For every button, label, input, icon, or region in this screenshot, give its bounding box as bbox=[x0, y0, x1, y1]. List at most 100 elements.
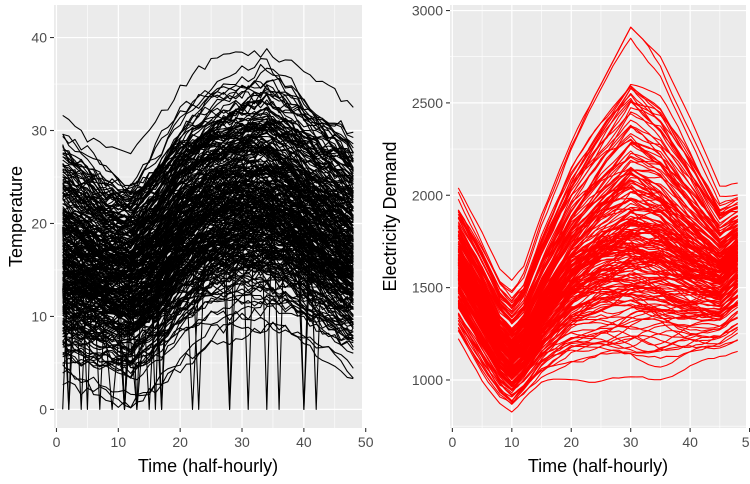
electricity-y-axis-title: Electricity Demand bbox=[380, 141, 400, 291]
temperature-series-line bbox=[62, 140, 354, 240]
demand-series-line bbox=[457, 111, 738, 313]
demand-series-line bbox=[457, 276, 739, 369]
demand-series-line bbox=[457, 225, 739, 357]
x-tick-label: 30 bbox=[234, 434, 250, 450]
temperature-series-line bbox=[62, 172, 354, 241]
demand-series-line bbox=[457, 273, 739, 376]
demand-series-line bbox=[457, 37, 738, 294]
demand-series-line bbox=[457, 229, 739, 351]
temperature-series-line bbox=[62, 278, 354, 378]
temperature-ticks: 0 10 20 30 40 50 0 10 20 30 40 bbox=[31, 30, 373, 450]
demand-series-line bbox=[457, 99, 738, 302]
demand-series-line bbox=[457, 256, 739, 367]
demand-series-line bbox=[457, 177, 738, 331]
y-tick-label: 20 bbox=[31, 215, 47, 231]
temperature-series-line bbox=[62, 106, 354, 220]
demand-series-line bbox=[457, 326, 739, 398]
demand-series-line bbox=[457, 169, 739, 334]
x-tick-label: 20 bbox=[563, 434, 579, 450]
temperature-series-line bbox=[62, 289, 354, 364]
temperature-series-line bbox=[62, 58, 354, 194]
temperature-series-line bbox=[62, 252, 354, 324]
temperature-series-group bbox=[62, 48, 354, 410]
temperature-series-line bbox=[62, 205, 354, 307]
x-tick-label: 20 bbox=[172, 434, 188, 450]
demand-series-line bbox=[457, 338, 738, 413]
temperature-series-line bbox=[62, 140, 354, 233]
temperature-series-line bbox=[62, 48, 354, 155]
temperature-series-line bbox=[62, 258, 354, 337]
temperature-x-axis-title: Time (half-hourly) bbox=[138, 456, 278, 476]
demand-series-line bbox=[457, 113, 738, 309]
x-tick-label: 50 bbox=[358, 434, 374, 450]
x-tick-label: 10 bbox=[111, 434, 127, 450]
demand-series-line bbox=[457, 283, 738, 377]
temperature-series-line bbox=[62, 115, 354, 214]
temperature-series-line bbox=[62, 207, 354, 296]
electricity-panel: 0 10 20 30 40 50 1000 1500 2000 2500 3000 Time (ha… bbox=[380, 3, 750, 476]
demand-series-line bbox=[457, 284, 739, 383]
x-tick-label: 10 bbox=[504, 434, 520, 450]
demand-series-line bbox=[457, 124, 738, 319]
temperature-series-line bbox=[62, 120, 354, 208]
temperature-series-line bbox=[62, 122, 354, 217]
demand-series-line bbox=[457, 166, 739, 338]
temperature-series-line bbox=[62, 100, 354, 193]
temperature-series-line bbox=[62, 164, 354, 410]
demand-series-line bbox=[457, 26, 738, 292]
temperature-series-line bbox=[62, 213, 354, 283]
temperature-series-line bbox=[62, 77, 354, 194]
temperature-y-axis-title: Temperature bbox=[6, 166, 26, 267]
x-tick-label: 0 bbox=[53, 434, 61, 450]
temperature-series-line bbox=[62, 245, 354, 316]
temperature-series-line bbox=[62, 235, 354, 323]
y-tick-label: 40 bbox=[31, 30, 47, 46]
demand-series-line bbox=[457, 142, 739, 323]
demand-series-line bbox=[457, 135, 738, 323]
temperature-series-line bbox=[62, 156, 354, 266]
demand-series-line bbox=[457, 101, 738, 309]
temperature-series-line bbox=[62, 79, 354, 187]
temperature-series-line bbox=[62, 212, 354, 284]
demand-series-line bbox=[457, 204, 739, 337]
temperature-series-line bbox=[62, 200, 354, 272]
y-tick-label: 1000 bbox=[412, 372, 443, 388]
demand-series-line bbox=[457, 276, 739, 369]
temperature-series-line bbox=[62, 242, 354, 335]
electricity-ticks: 0 10 20 30 40 50 1000 1500 2000 2500 3000 bbox=[412, 3, 750, 450]
temperature-series-line bbox=[62, 67, 354, 194]
x-tick-label: 30 bbox=[623, 434, 639, 450]
y-tick-label: 10 bbox=[31, 308, 47, 324]
demand-series-line bbox=[457, 160, 739, 325]
y-tick-label: 0 bbox=[39, 401, 47, 417]
y-tick-label: 3000 bbox=[412, 3, 443, 19]
x-tick-label: 50 bbox=[742, 434, 750, 450]
temperature-series-line bbox=[62, 217, 354, 290]
temperature-series-line bbox=[62, 234, 354, 315]
temperature-series-line bbox=[62, 270, 354, 351]
temperature-series-line bbox=[62, 294, 354, 381]
temperature-series-line bbox=[62, 222, 354, 312]
demand-series-line bbox=[457, 85, 738, 302]
demand-series-line bbox=[457, 208, 739, 348]
electricity-x-axis-title: Time (half-hourly) bbox=[528, 456, 668, 476]
demand-series-line bbox=[457, 286, 739, 378]
temperature-series-line bbox=[62, 91, 354, 203]
demand-series-line bbox=[457, 190, 739, 343]
y-tick-label: 2000 bbox=[412, 187, 443, 203]
x-tick-label: 40 bbox=[682, 434, 698, 450]
demand-series-line bbox=[457, 311, 739, 391]
temperature-series-line bbox=[62, 144, 354, 247]
temperature-series-line bbox=[62, 233, 354, 299]
demand-series-line bbox=[457, 87, 738, 307]
temperature-series-line bbox=[62, 321, 354, 409]
electricity-series-group bbox=[457, 26, 739, 413]
temperature-series-line bbox=[62, 241, 354, 410]
temperature-series-line bbox=[62, 156, 354, 235]
x-tick-label: 0 bbox=[448, 434, 456, 450]
temperature-series-line bbox=[62, 181, 354, 261]
temperature-series-line bbox=[62, 255, 354, 343]
